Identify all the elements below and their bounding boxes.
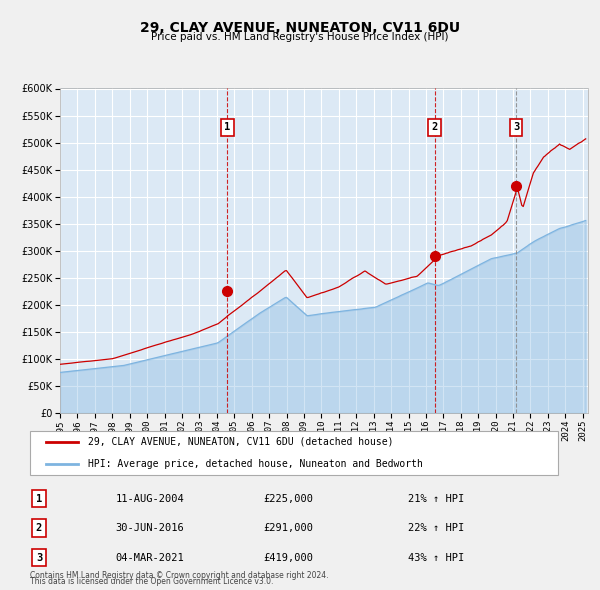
Text: 1: 1: [36, 494, 42, 503]
Text: Price paid vs. HM Land Registry's House Price Index (HPI): Price paid vs. HM Land Registry's House …: [151, 32, 449, 42]
Text: 21% ↑ HPI: 21% ↑ HPI: [408, 494, 464, 503]
Text: HPI: Average price, detached house, Nuneaton and Bedworth: HPI: Average price, detached house, Nune…: [88, 459, 423, 469]
Text: £225,000: £225,000: [263, 494, 313, 503]
Text: £419,000: £419,000: [263, 553, 313, 562]
Text: 11-AUG-2004: 11-AUG-2004: [116, 494, 184, 503]
Text: 29, CLAY AVENUE, NUNEATON, CV11 6DU: 29, CLAY AVENUE, NUNEATON, CV11 6DU: [140, 21, 460, 35]
Text: 1: 1: [224, 123, 230, 132]
Text: 2: 2: [36, 523, 42, 533]
Text: Contains HM Land Registry data © Crown copyright and database right 2024.: Contains HM Land Registry data © Crown c…: [30, 571, 329, 580]
Text: 3: 3: [513, 123, 519, 132]
Text: 3: 3: [36, 553, 42, 562]
FancyBboxPatch shape: [30, 431, 558, 475]
Text: This data is licensed under the Open Government Licence v3.0.: This data is licensed under the Open Gov…: [30, 578, 274, 586]
Text: 2: 2: [431, 123, 438, 132]
Text: 30-JUN-2016: 30-JUN-2016: [116, 523, 184, 533]
Text: 22% ↑ HPI: 22% ↑ HPI: [408, 523, 464, 533]
Text: £291,000: £291,000: [263, 523, 313, 533]
Text: 04-MAR-2021: 04-MAR-2021: [116, 553, 184, 562]
Text: 29, CLAY AVENUE, NUNEATON, CV11 6DU (detached house): 29, CLAY AVENUE, NUNEATON, CV11 6DU (det…: [88, 437, 394, 447]
Text: 43% ↑ HPI: 43% ↑ HPI: [408, 553, 464, 562]
